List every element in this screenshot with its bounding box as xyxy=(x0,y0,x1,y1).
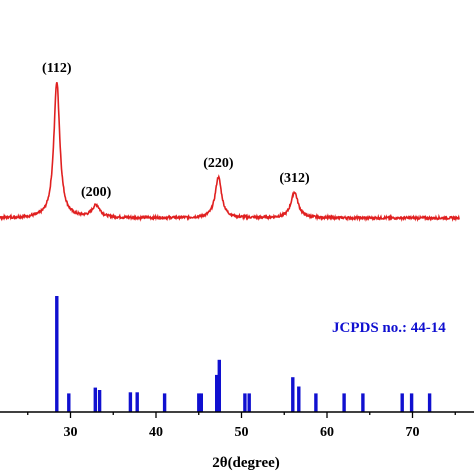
peak-label: (220) xyxy=(203,156,234,171)
reference-bar xyxy=(247,393,251,412)
reference-bar xyxy=(400,393,404,412)
x-tick-label: 40 xyxy=(149,425,163,440)
reference-bar xyxy=(162,393,167,412)
reference-bar xyxy=(128,392,133,412)
reference-pattern-panel: 30 40 50 60 70 xyxy=(0,296,474,440)
reference-bar xyxy=(361,393,365,412)
reference-bar xyxy=(217,359,221,412)
reference-bar xyxy=(135,392,139,412)
peak-label: (312) xyxy=(279,171,310,186)
reference-bar xyxy=(427,393,432,412)
reference-bar xyxy=(67,393,71,412)
reference-bar xyxy=(291,377,295,412)
peak-label: (112) xyxy=(42,61,72,76)
reference-bar xyxy=(197,393,201,412)
peak-label: (200) xyxy=(81,185,112,200)
reference-bar xyxy=(342,393,346,412)
x-axis-title: 2θ(degree) xyxy=(212,455,280,471)
reference-bar xyxy=(55,296,59,412)
x-tick-label: 60 xyxy=(320,425,334,440)
reference-bar xyxy=(199,393,203,412)
reference-bar xyxy=(215,374,219,412)
reference-bar xyxy=(409,393,414,412)
x-tick-label: 50 xyxy=(235,425,249,440)
xrd-line xyxy=(0,82,460,223)
xrd-pattern-panel: (112) (200) (220) (312) xyxy=(0,61,460,223)
reference-bar xyxy=(314,393,318,412)
reference-bar xyxy=(93,387,97,412)
reference-bar xyxy=(97,390,102,412)
reference-bar xyxy=(297,386,301,412)
x-tick-label: 30 xyxy=(64,425,78,440)
jcpds-label: JCPDS no.: 44-14 xyxy=(332,320,446,336)
reference-bar xyxy=(243,393,247,412)
x-tick-label: 70 xyxy=(406,425,420,440)
